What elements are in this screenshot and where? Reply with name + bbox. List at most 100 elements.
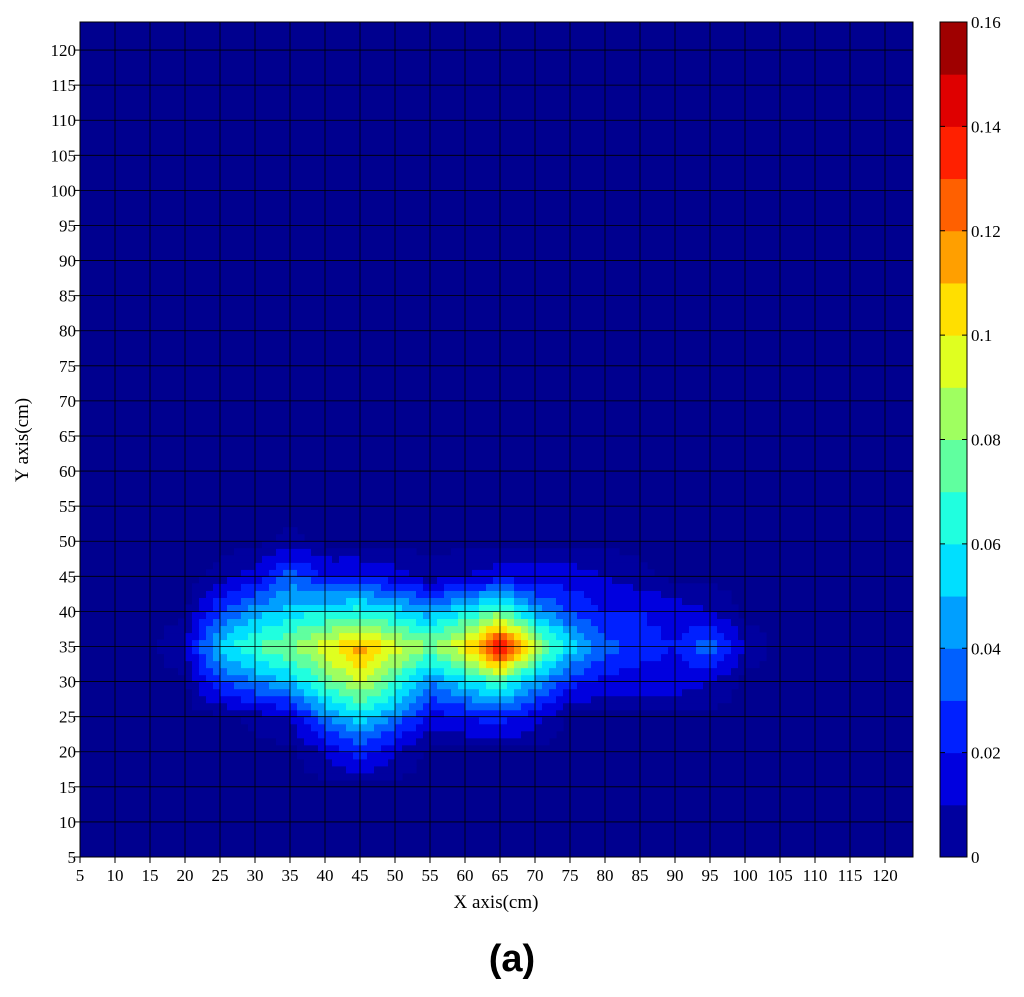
x-tick-label: 5 [76, 866, 85, 885]
heat-cell [304, 744, 312, 753]
heat-cell [227, 632, 235, 641]
heat-cell [241, 632, 249, 641]
heat-cell [563, 674, 571, 683]
heat-cell [507, 632, 515, 641]
heat-cell [276, 632, 284, 641]
heat-cell [528, 646, 536, 655]
heat-cell [269, 583, 277, 591]
heat-cell [465, 618, 473, 627]
heat-cell [262, 597, 270, 605]
heat-cell [283, 653, 291, 662]
heat-cell [283, 611, 291, 620]
heat-cell [500, 562, 508, 570]
heat-cell [297, 611, 305, 620]
heat-cell [661, 653, 669, 662]
heat-cell [395, 702, 403, 711]
heat-cell [325, 611, 333, 620]
heat-cell [304, 618, 312, 627]
heat-cell [290, 716, 298, 725]
heat-cell [423, 667, 431, 676]
heat-cell [402, 590, 410, 598]
heat-cell [472, 667, 480, 676]
heat-cell [465, 702, 473, 711]
heat-cell [479, 618, 487, 627]
heat-cell [297, 576, 305, 584]
heat-cell [416, 667, 424, 676]
heat-cell [276, 737, 284, 746]
heat-cell [633, 688, 641, 697]
heat-cell [409, 730, 417, 739]
heat-cell [381, 688, 389, 697]
heat-cell [626, 604, 634, 613]
heat-cell [563, 576, 571, 584]
heat-cell [192, 667, 200, 676]
heat-cell [290, 702, 298, 711]
heat-cell [542, 667, 550, 676]
heat-cell [612, 667, 620, 676]
heat-cell [605, 562, 613, 570]
heat-cell [507, 583, 515, 591]
heat-cell [549, 590, 557, 598]
heat-cell [423, 576, 431, 584]
heat-cell [465, 632, 473, 641]
heat-cell [619, 646, 627, 655]
heat-cell [437, 597, 445, 605]
heat-cell [703, 660, 711, 669]
heat-cell [395, 772, 403, 781]
heat-cell [535, 548, 543, 556]
heat-cell [304, 758, 312, 767]
heat-cell [647, 674, 655, 683]
y-tick-label: 10 [59, 813, 76, 832]
heat-cell [654, 695, 662, 704]
heat-cell [542, 597, 550, 605]
heat-cell [563, 653, 571, 662]
heat-cell [731, 674, 739, 683]
heat-cell [444, 667, 452, 676]
heat-cell [479, 590, 487, 598]
heat-cell [507, 576, 515, 584]
heat-cell [710, 590, 718, 598]
heat-cell [668, 688, 676, 697]
heat-cell [318, 716, 326, 725]
colorbar-swatch [940, 22, 967, 75]
plot-frame [79, 21, 914, 858]
heat-cell [395, 548, 403, 556]
heat-cell [192, 695, 200, 704]
heat-cell [535, 646, 543, 655]
heat-cell [710, 597, 718, 605]
heat-cell [262, 632, 270, 641]
heat-cell [416, 744, 424, 753]
heat-cell [423, 625, 431, 634]
heat-cell [199, 597, 207, 605]
heat-cell [703, 583, 711, 591]
heat-cell [318, 758, 326, 767]
heat-cell [388, 660, 396, 669]
heat-cell [500, 730, 508, 739]
heat-cell [514, 653, 522, 662]
heat-cell [647, 632, 655, 641]
heat-cell [612, 555, 620, 563]
heat-cell [227, 625, 235, 634]
heat-cell [416, 737, 424, 746]
heat-cell [297, 674, 305, 683]
heat-cell [717, 667, 725, 676]
heat-cell [612, 688, 620, 697]
heat-cell [248, 576, 256, 584]
heat-cell [353, 569, 361, 577]
heat-cell [647, 653, 655, 662]
heat-cell [563, 646, 571, 655]
heat-cell [416, 604, 424, 613]
heat-cell [248, 625, 256, 634]
heat-cell [507, 723, 515, 732]
heat-cell [248, 597, 256, 605]
heat-cell [493, 625, 501, 634]
heat-cell [423, 562, 431, 570]
heat-cell [619, 695, 627, 704]
heat-cell [696, 604, 704, 613]
heat-cell [255, 611, 263, 620]
heat-cell [388, 555, 396, 563]
heat-cell [206, 597, 214, 605]
x-tick-label: 50 [387, 866, 404, 885]
heat-cell [339, 611, 347, 620]
heat-cell [171, 625, 179, 634]
